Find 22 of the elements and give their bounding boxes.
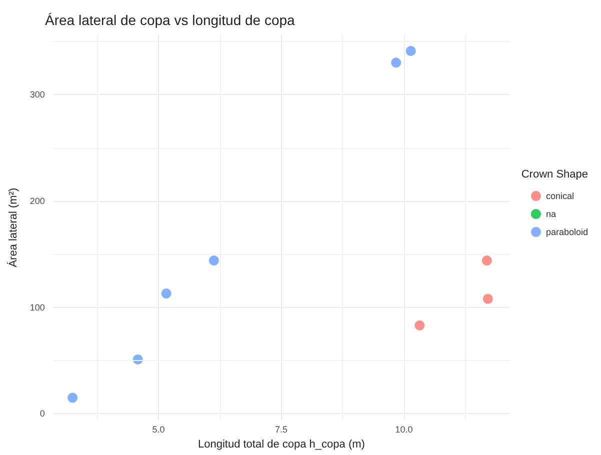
legend-label: conical	[546, 191, 574, 201]
x-tick-label: 5.0	[152, 424, 165, 435]
x-tick-label: 7.5	[274, 424, 288, 435]
point	[68, 392, 78, 403]
chart-title: Área lateral de copa vs longitud de copa	[45, 12, 296, 28]
x-tick-label: 10.0	[395, 424, 413, 435]
point	[482, 294, 493, 304]
legend-title: Crown Shape	[521, 168, 588, 180]
legend-label: na	[546, 209, 556, 219]
x-axis-title: Longitud total de copa h_copa (m)	[198, 438, 365, 450]
point	[406, 46, 416, 56]
point	[208, 256, 219, 266]
point	[391, 58, 402, 68]
legend-label: paraboloid	[546, 227, 588, 237]
y-axis-title: Área lateral (m²)	[6, 188, 20, 268]
y-tick-label: 0	[40, 408, 45, 419]
point	[414, 320, 425, 330]
y-tick-label: 300	[30, 90, 45, 100]
y-tick-label: 200	[30, 196, 45, 206]
y-tick-label: 100	[30, 302, 45, 312]
point	[161, 288, 172, 299]
point	[482, 256, 492, 266]
